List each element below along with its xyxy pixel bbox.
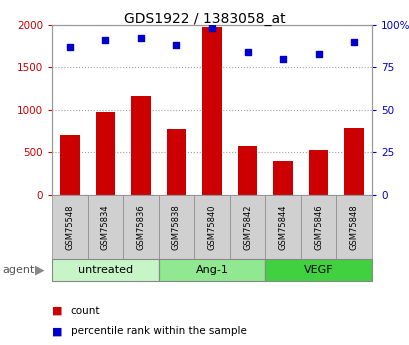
Bar bbox=[237, 146, 257, 195]
Text: GSM75846: GSM75846 bbox=[313, 204, 322, 250]
Bar bbox=[60, 135, 79, 195]
Text: agent: agent bbox=[2, 265, 34, 275]
Text: untreated: untreated bbox=[78, 265, 133, 275]
Text: ▶: ▶ bbox=[35, 264, 45, 276]
Text: GSM75848: GSM75848 bbox=[349, 204, 358, 250]
Text: GSM75548: GSM75548 bbox=[65, 204, 74, 249]
Point bbox=[208, 26, 215, 31]
Text: GSM75834: GSM75834 bbox=[101, 204, 110, 250]
Point bbox=[315, 51, 321, 57]
Point bbox=[102, 37, 108, 43]
Text: GSM75840: GSM75840 bbox=[207, 204, 216, 249]
Text: GSM75836: GSM75836 bbox=[136, 204, 145, 250]
Bar bbox=[95, 111, 115, 195]
Text: count: count bbox=[70, 306, 100, 315]
Bar bbox=[166, 129, 186, 195]
Text: ■: ■ bbox=[52, 326, 63, 336]
Text: percentile rank within the sample: percentile rank within the sample bbox=[70, 326, 246, 336]
Bar bbox=[202, 27, 221, 195]
Point bbox=[279, 56, 285, 62]
Bar bbox=[272, 161, 292, 195]
Text: GSM75838: GSM75838 bbox=[171, 204, 180, 250]
Point bbox=[66, 44, 73, 50]
Text: GDS1922 / 1383058_at: GDS1922 / 1383058_at bbox=[124, 12, 285, 26]
Point bbox=[244, 49, 250, 55]
Point bbox=[350, 39, 357, 45]
Text: GSM75844: GSM75844 bbox=[278, 204, 287, 249]
Text: VEGF: VEGF bbox=[303, 265, 333, 275]
Text: ■: ■ bbox=[52, 306, 63, 315]
Point bbox=[173, 42, 179, 48]
Point bbox=[137, 36, 144, 41]
Bar bbox=[344, 128, 363, 195]
Text: GSM75842: GSM75842 bbox=[243, 204, 252, 249]
Bar bbox=[308, 150, 328, 195]
Text: Ang-1: Ang-1 bbox=[195, 265, 228, 275]
Bar bbox=[131, 96, 151, 195]
